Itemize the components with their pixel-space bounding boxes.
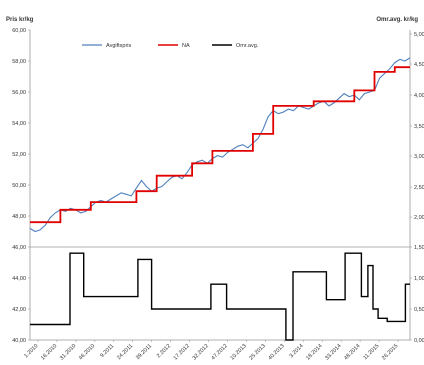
legend-label: Avgiftspris bbox=[106, 43, 132, 49]
right-tick-label: 2,00 bbox=[414, 215, 424, 221]
legend-label: Omr.avg. bbox=[236, 43, 259, 49]
right-tick-label: 1,00 bbox=[414, 276, 424, 282]
right-tick-label: 1,50 bbox=[414, 245, 424, 251]
x-tick-label: 10.2013 bbox=[230, 343, 248, 361]
x-tick-label: 40.2013 bbox=[267, 343, 285, 361]
grid bbox=[29, 30, 411, 341]
right-tick-label: 3,50 bbox=[414, 124, 424, 130]
x-axis-ticks: 1.2010 16.2010 31.2010 46.2010 9.2011 24.2011… bbox=[23, 340, 399, 361]
right-tick-label: 4,00 bbox=[414, 93, 424, 99]
x-tick-label: 39.2011 bbox=[135, 343, 153, 361]
right-tick-label: 4,50 bbox=[414, 62, 424, 68]
x-tick-label: 25.2013 bbox=[248, 343, 266, 361]
left-tick-label: 58,00 bbox=[12, 59, 26, 65]
left-tick-label: 42,00 bbox=[12, 307, 26, 313]
left-tick-label: 50,00 bbox=[12, 183, 26, 189]
left-tick-label: 52,00 bbox=[12, 152, 26, 158]
x-tick-label: 2.2012 bbox=[156, 343, 172, 359]
right-tick-label: 3,00 bbox=[414, 154, 424, 160]
x-tick-label: 32.2012 bbox=[192, 343, 210, 361]
x-tick-label: 26.2015 bbox=[381, 343, 399, 361]
left-tick-label: 54,00 bbox=[12, 121, 26, 127]
left-axis-title: Pris kr/kg bbox=[6, 17, 34, 23]
x-tick-label: 3.2014 bbox=[289, 343, 305, 359]
price-line bbox=[29, 57, 411, 233]
x-tick-label: 46.2010 bbox=[78, 343, 96, 361]
avg-step-line bbox=[30, 252, 410, 341]
right-axis-title: Omr.avg. kr/kg bbox=[376, 17, 418, 23]
x-tick-label: 31.2010 bbox=[59, 343, 77, 361]
right-axis-ticks: 5,00 4,50 4,00 3,50 3,00 2,50 2,00 1,50 1,00 0,50… bbox=[410, 32, 424, 344]
left-axis-ticks: 60,00 58,00 56,00 54,00 52,00 50,00 48,00 46,00… bbox=[12, 28, 30, 344]
x-tick-label: 33.2014 bbox=[324, 343, 342, 361]
left-tick-label: 46,00 bbox=[12, 245, 26, 251]
x-tick-label: 16.2010 bbox=[40, 343, 58, 361]
series-group bbox=[29, 57, 411, 341]
x-tick-label: 17.2012 bbox=[173, 343, 191, 361]
right-tick-label: 5,00 bbox=[414, 32, 424, 38]
right-tick-label: 0,00 bbox=[414, 338, 424, 344]
x-tick-label: 48.2014 bbox=[343, 343, 361, 361]
x-tick-label: 9.2011 bbox=[99, 343, 115, 359]
left-tick-label: 56,00 bbox=[12, 90, 26, 96]
x-tick-label: 11.2015 bbox=[362, 343, 380, 361]
left-tick-label: 60,00 bbox=[12, 28, 26, 34]
legend-label: NA bbox=[182, 43, 190, 49]
x-tick-label: 1.2010 bbox=[23, 343, 39, 359]
left-tick-label: 40,00 bbox=[12, 338, 26, 344]
na-step-line bbox=[30, 66, 410, 224]
x-tick-label: 47.2012 bbox=[211, 343, 229, 361]
legend: Avgiftspris NA Omr.avg. bbox=[82, 43, 259, 49]
right-tick-label: 2,50 bbox=[414, 185, 424, 191]
left-tick-label: 48,00 bbox=[12, 214, 26, 220]
right-tick-label: 0,50 bbox=[414, 307, 424, 313]
x-tick-label: 24.2011 bbox=[116, 343, 134, 361]
left-tick-label: 44,00 bbox=[12, 276, 26, 282]
x-tick-label: 18.2014 bbox=[305, 343, 323, 361]
